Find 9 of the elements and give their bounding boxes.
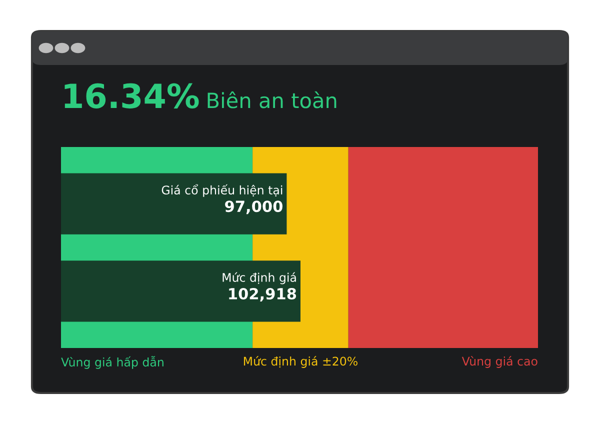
data-label: 102,918 — [229, 288, 296, 302]
data-label: 97,000 — [225, 200, 282, 214]
band-label: Vùng giá hấp dẫn — [61, 356, 164, 369]
chart-subtitle: Biên an toàn — [208, 91, 336, 108]
band-label: Mức định giá ±20% — [244, 356, 358, 368]
chart-title: 16.34% — [64, 83, 199, 108]
band-label: Vùng giá cao — [462, 356, 538, 368]
y-tick-label: Giá cổ phiếu hiện tại — [162, 184, 282, 197]
y-tick-label: Mức định giá — [222, 272, 296, 284]
